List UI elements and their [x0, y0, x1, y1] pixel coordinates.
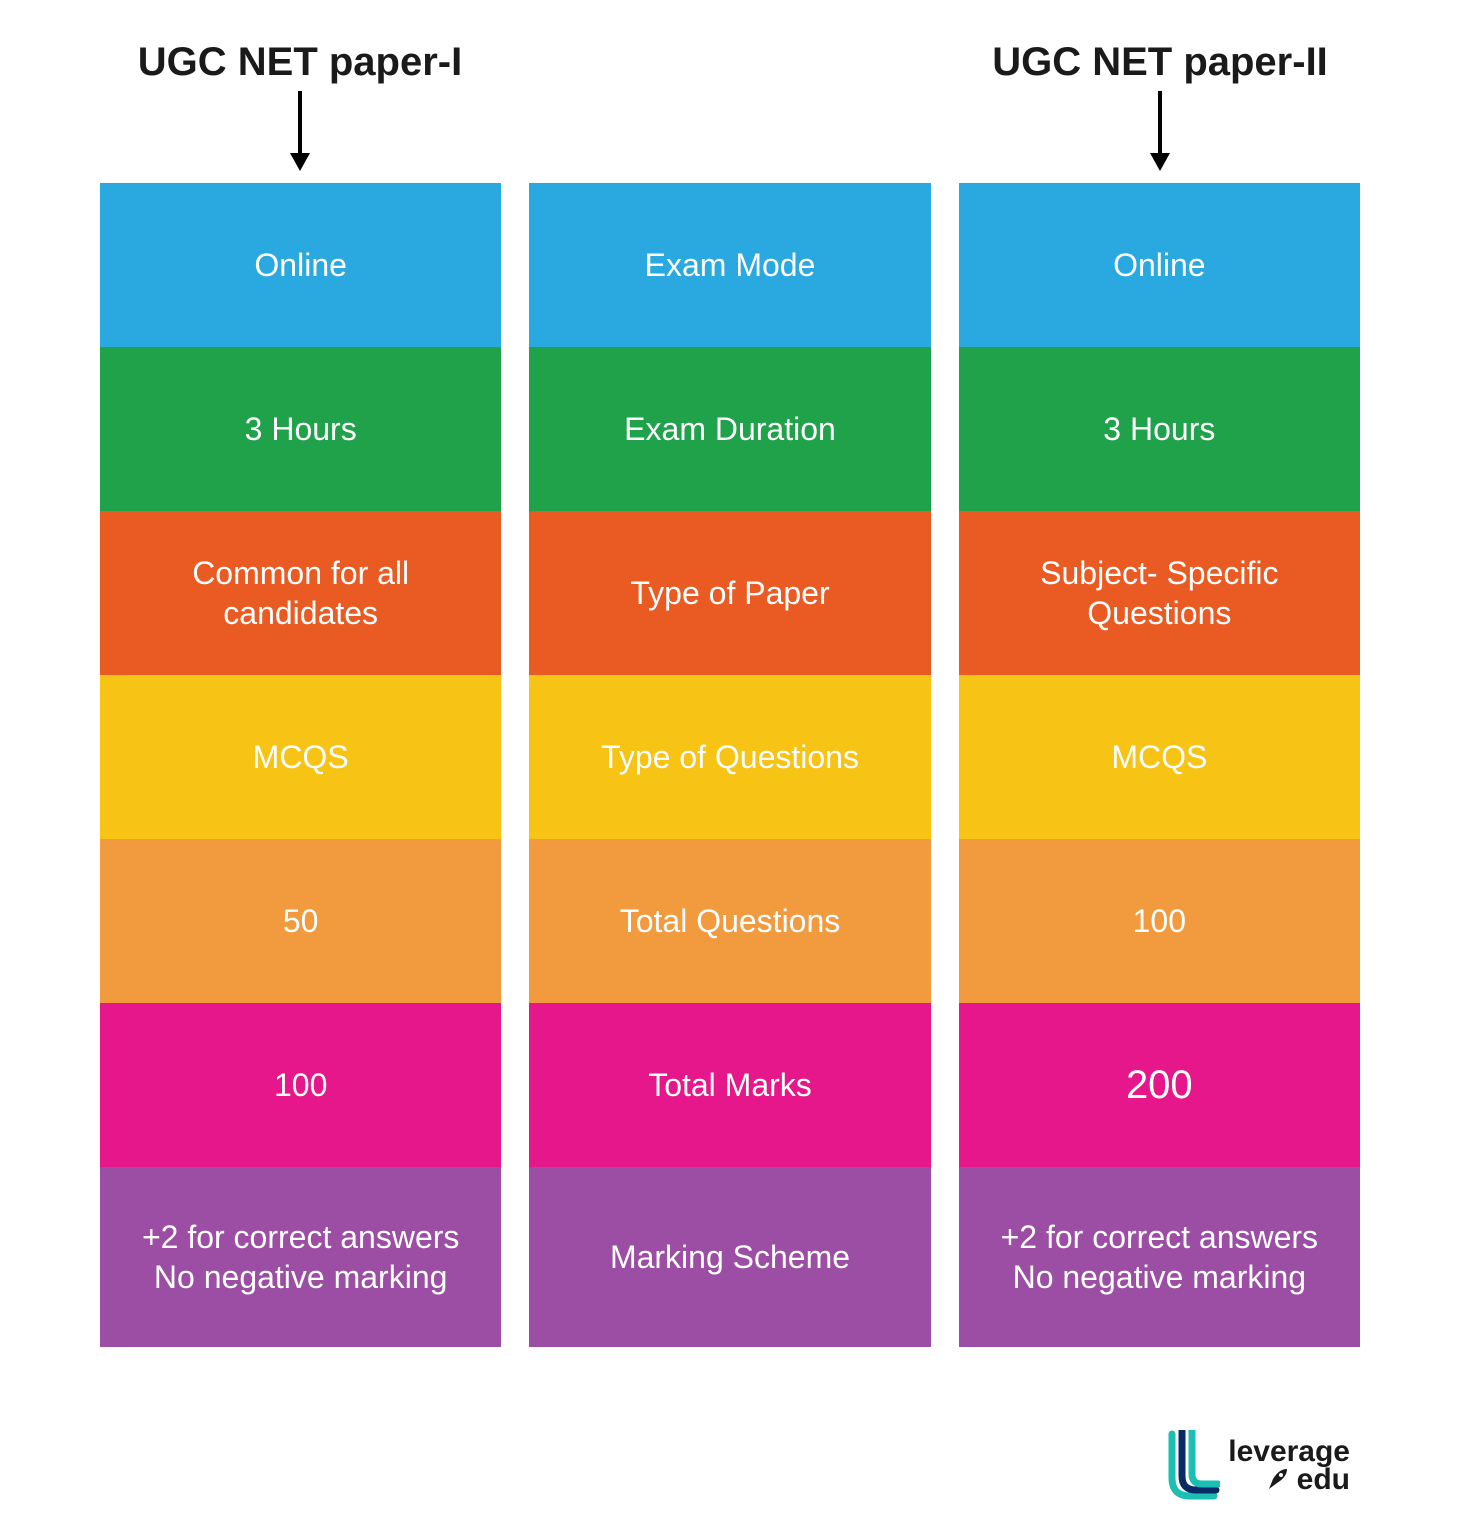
cell-left-6: +2 for correct answers No negative marki…: [100, 1167, 501, 1347]
brand-text: leverage edu: [1228, 1438, 1350, 1495]
brand-line2: edu: [1297, 1466, 1350, 1495]
column-labels: Exam ModeExam DurationType of PaperType …: [529, 183, 930, 1347]
comparison-columns: Online3 HoursCommon for all candidatesMC…: [100, 183, 1360, 1347]
cell-left-5: 100: [100, 1003, 501, 1167]
cell-right-0: Online: [959, 183, 1360, 347]
brand-logo: leverage edu: [1164, 1430, 1350, 1502]
rocket-icon: [1265, 1467, 1291, 1493]
brand-line1: leverage: [1228, 1438, 1350, 1467]
leverage-mark-icon: [1164, 1430, 1220, 1502]
cell-right-6: +2 for correct answers No negative marki…: [959, 1167, 1360, 1347]
headers-row: UGC NET paper-I UGC NET paper-II: [100, 40, 1360, 171]
cell-label-5: Total Marks: [529, 1003, 930, 1167]
cell-left-1: 3 Hours: [100, 347, 501, 511]
header-left: UGC NET paper-I: [100, 40, 500, 171]
cell-label-6: Marking Scheme: [529, 1167, 930, 1347]
cell-label-4: Total Questions: [529, 839, 930, 1003]
cell-right-2: Subject- Specific Questions: [959, 511, 1360, 675]
cell-left-4: 50: [100, 839, 501, 1003]
cell-right-1: 3 Hours: [959, 347, 1360, 511]
cell-left-3: MCQS: [100, 675, 501, 839]
header-right: UGC NET paper-II: [960, 40, 1360, 171]
arrow-down-icon: [288, 91, 312, 171]
cell-right-5: 200: [959, 1003, 1360, 1167]
cell-left-0: Online: [100, 183, 501, 347]
cell-left-2: Common for all candidates: [100, 511, 501, 675]
header-right-title: UGC NET paper-II: [992, 40, 1328, 85]
column-paper-2: Online3 HoursSubject- Specific Questions…: [959, 183, 1360, 1347]
cell-label-2: Type of Paper: [529, 511, 930, 675]
cell-label-0: Exam Mode: [529, 183, 930, 347]
header-left-title: UGC NET paper-I: [138, 40, 462, 85]
cell-label-3: Type of Questions: [529, 675, 930, 839]
arrow-down-icon: [1148, 91, 1172, 171]
column-paper-1: Online3 HoursCommon for all candidatesMC…: [100, 183, 501, 1347]
cell-right-3: MCQS: [959, 675, 1360, 839]
cell-right-4: 100: [959, 839, 1360, 1003]
cell-label-1: Exam Duration: [529, 347, 930, 511]
